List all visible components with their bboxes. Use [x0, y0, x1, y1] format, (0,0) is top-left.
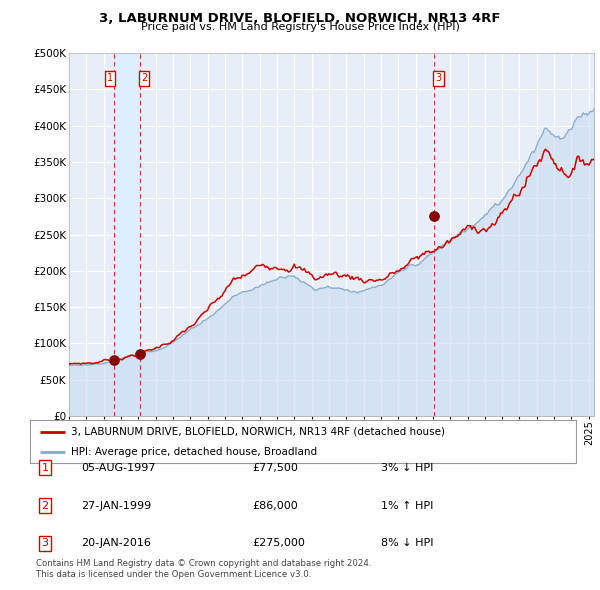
Point [135, 349, 145, 358]
Text: 1% ↑ HPI: 1% ↑ HPI [381, 501, 433, 510]
Text: £275,000: £275,000 [252, 539, 305, 548]
Text: 3% ↓ HPI: 3% ↓ HPI [381, 463, 433, 473]
Text: HPI: Average price, detached house, Broadland: HPI: Average price, detached house, Broa… [71, 447, 317, 457]
Text: 3, LABURNUM DRIVE, BLOFIELD, NORWICH, NR13 4RF (detached house): 3, LABURNUM DRIVE, BLOFIELD, NORWICH, NR… [71, 427, 445, 437]
Text: 8% ↓ HPI: 8% ↓ HPI [381, 539, 433, 548]
Text: 2: 2 [141, 74, 148, 84]
Text: This data is licensed under the Open Government Licence v3.0.: This data is licensed under the Open Gov… [36, 570, 311, 579]
Text: 3, LABURNUM DRIVE, BLOFIELD, NORWICH, NR13 4RF: 3, LABURNUM DRIVE, BLOFIELD, NORWICH, NR… [99, 12, 501, 25]
Text: 3: 3 [41, 539, 49, 548]
Bar [114, 53, 140, 416]
Point [109, 355, 119, 365]
Point [429, 212, 439, 221]
Text: Price paid vs. HM Land Registry's House Price Index (HPI): Price paid vs. HM Land Registry's House … [140, 22, 460, 32]
Text: 2: 2 [41, 501, 49, 510]
Text: 1: 1 [41, 463, 49, 473]
Text: 3: 3 [436, 74, 442, 84]
Text: £86,000: £86,000 [252, 501, 298, 510]
Text: £77,500: £77,500 [252, 463, 298, 473]
Text: 27-JAN-1999: 27-JAN-1999 [81, 501, 151, 510]
Text: Contains HM Land Registry data © Crown copyright and database right 2024.: Contains HM Land Registry data © Crown c… [36, 559, 371, 568]
Text: 05-AUG-1997: 05-AUG-1997 [81, 463, 155, 473]
Text: 20-JAN-2016: 20-JAN-2016 [81, 539, 151, 548]
Text: 1: 1 [107, 74, 113, 84]
